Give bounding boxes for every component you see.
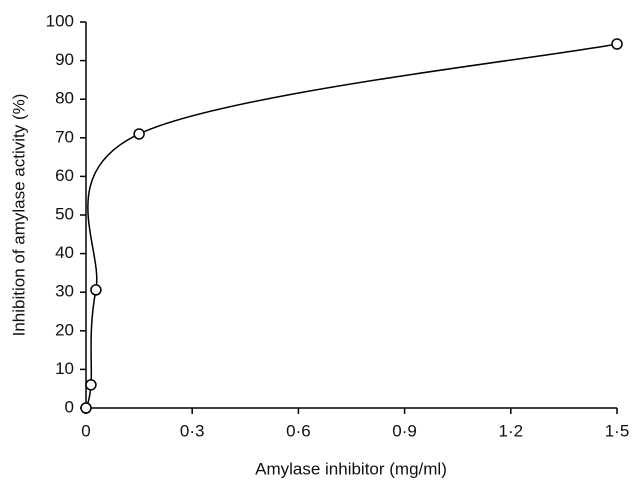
marker xyxy=(611,38,623,50)
y-tick-label: 40 xyxy=(55,243,74,262)
y-tick-label: 10 xyxy=(55,359,74,378)
y-tick-label: 0 xyxy=(65,397,74,416)
marker xyxy=(90,284,102,296)
y-tick-label: 50 xyxy=(55,204,74,223)
y-axis-label: Inhibition of amylase activity (%) xyxy=(9,94,28,337)
marker xyxy=(80,402,92,414)
y-tick-label: 70 xyxy=(55,127,74,146)
marker xyxy=(85,379,97,391)
y-tick-label: 80 xyxy=(55,89,74,108)
x-tick-label: 0 xyxy=(81,421,90,440)
line xyxy=(85,43,618,409)
y-tick-label: 60 xyxy=(55,166,74,185)
x-axis-label: Amylase inhibitor (mg/ml) xyxy=(255,459,447,478)
y-tick-label: 100 xyxy=(46,11,74,30)
x-tick-label: 1·5 xyxy=(605,421,630,440)
y-tick-label: 90 xyxy=(55,50,74,69)
x-tick-label: 0·9 xyxy=(392,421,417,440)
marker xyxy=(133,128,145,140)
y-tick-label: 20 xyxy=(55,320,74,339)
x-tick-label: 0·3 xyxy=(180,421,205,440)
x-tick-label: 0·6 xyxy=(286,421,311,440)
y-tick-label: 30 xyxy=(55,282,74,301)
x-tick-label: 1·2 xyxy=(499,421,524,440)
